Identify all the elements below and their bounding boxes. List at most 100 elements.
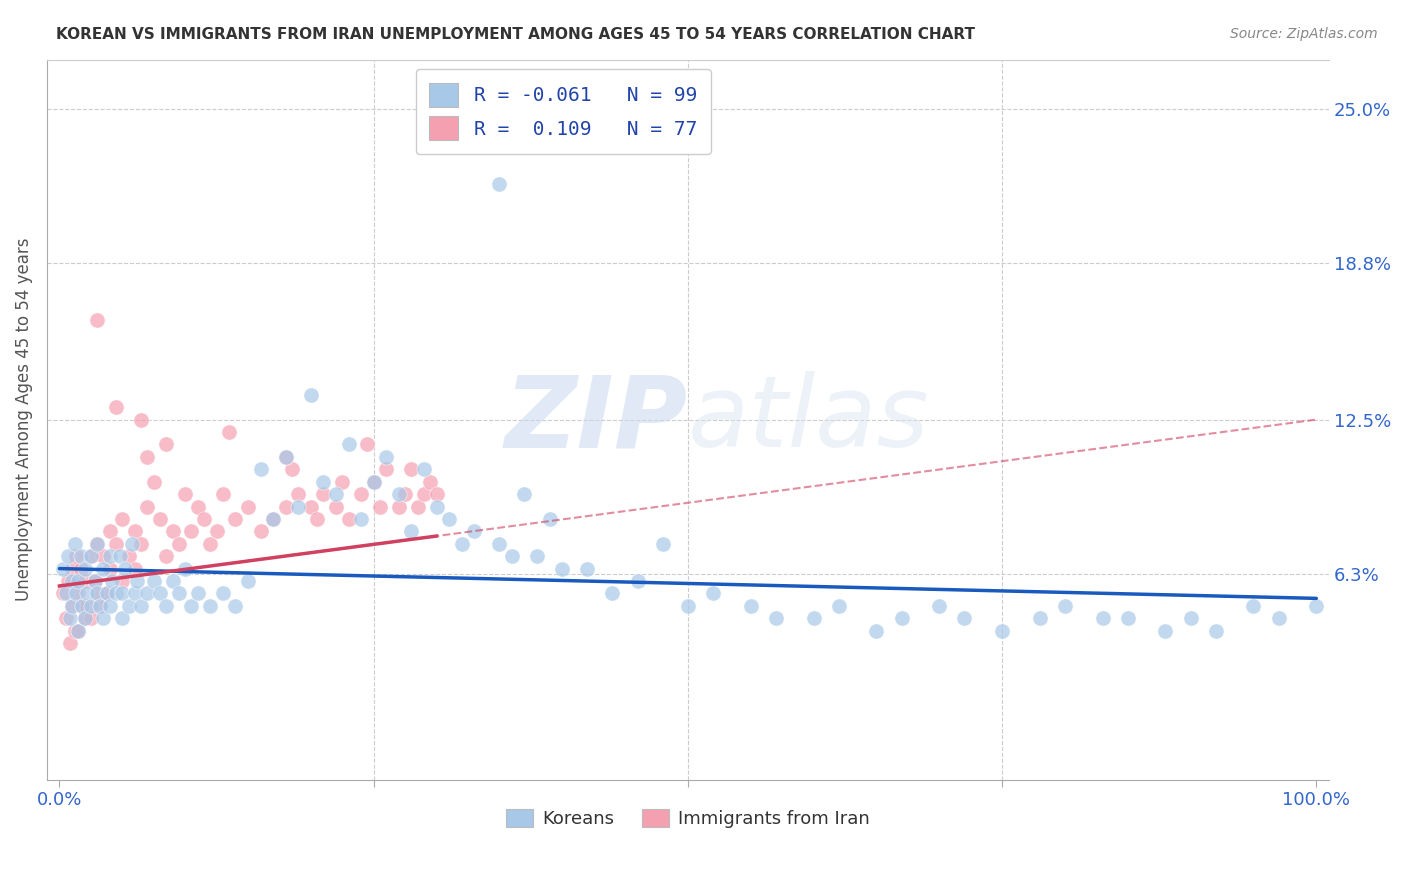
Point: [602, 586, 624, 600]
Point: [526, 549, 548, 563]
Point: [200, 537, 222, 551]
Point: [80, 611, 103, 625]
Point: [111, 586, 134, 600]
Point: [401, 462, 423, 476]
Point: [174, 561, 197, 575]
Point: [765, 611, 787, 625]
Point: [651, 537, 673, 551]
Point: [953, 611, 976, 625]
Point: [80, 549, 103, 563]
Point: [249, 524, 271, 539]
Point: [98, 599, 121, 613]
Point: [488, 537, 510, 551]
Point: [136, 500, 159, 514]
Point: [111, 574, 134, 588]
Point: [368, 500, 391, 514]
Point: [576, 561, 599, 575]
Point: [52, 561, 75, 575]
Point: [337, 512, 360, 526]
Point: [551, 561, 574, 575]
Point: [93, 549, 115, 563]
Text: ZIP: ZIP: [505, 371, 688, 468]
Point: [450, 537, 472, 551]
Point: [1154, 624, 1177, 638]
Point: [211, 586, 233, 600]
Point: [65, 549, 87, 563]
Point: [55, 586, 77, 600]
Point: [174, 487, 197, 501]
Point: [205, 524, 228, 539]
Point: [129, 599, 152, 613]
Point: [98, 549, 121, 563]
Point: [394, 487, 416, 501]
Point: [325, 500, 347, 514]
Point: [513, 487, 536, 501]
Point: [803, 611, 825, 625]
Point: [218, 425, 240, 439]
Point: [96, 586, 118, 600]
Point: [180, 599, 202, 613]
Point: [211, 487, 233, 501]
Point: [136, 586, 159, 600]
Point: [69, 549, 91, 563]
Point: [142, 475, 165, 489]
Point: [375, 462, 398, 476]
Point: [67, 624, 90, 638]
Point: [363, 475, 385, 489]
Point: [249, 462, 271, 476]
Point: [262, 512, 284, 526]
Point: [287, 500, 309, 514]
Point: [538, 512, 561, 526]
Point: [1091, 611, 1114, 625]
Legend: Koreans, Immigrants from Iran: Koreans, Immigrants from Iran: [499, 802, 876, 836]
Point: [187, 500, 209, 514]
Point: [89, 599, 111, 613]
Point: [401, 524, 423, 539]
Point: [111, 611, 134, 625]
Point: [388, 500, 411, 514]
Text: Source: ZipAtlas.com: Source: ZipAtlas.com: [1230, 27, 1378, 41]
Point: [1116, 611, 1139, 625]
Point: [121, 537, 143, 551]
Point: [224, 599, 246, 613]
Point: [928, 599, 950, 613]
Point: [425, 500, 447, 514]
Point: [86, 537, 108, 551]
Point: [155, 549, 177, 563]
Point: [108, 549, 131, 563]
Point: [236, 500, 259, 514]
Point: [86, 586, 108, 600]
Point: [52, 586, 75, 600]
Point: [388, 487, 411, 501]
Point: [167, 537, 190, 551]
Point: [73, 574, 96, 588]
Point: [274, 500, 297, 514]
Point: [117, 599, 139, 613]
Point: [105, 586, 128, 600]
Point: [93, 611, 115, 625]
Point: [224, 512, 246, 526]
Point: [149, 586, 172, 600]
Point: [155, 599, 177, 613]
Point: [828, 599, 851, 613]
Point: [1053, 599, 1076, 613]
Point: [124, 524, 146, 539]
Point: [129, 537, 152, 551]
Point: [437, 512, 460, 526]
Point: [676, 599, 699, 613]
Point: [73, 611, 96, 625]
Point: [60, 599, 83, 613]
Point: [124, 586, 146, 600]
Point: [70, 599, 93, 613]
Point: [626, 574, 648, 588]
Point: [193, 512, 215, 526]
Point: [65, 586, 87, 600]
Point: [312, 487, 335, 501]
Point: [58, 549, 80, 563]
Point: [740, 599, 762, 613]
Point: [60, 574, 83, 588]
Point: [325, 487, 347, 501]
Y-axis label: Unemployment Among Ages 45 to 54 years: Unemployment Among Ages 45 to 54 years: [15, 238, 32, 601]
Point: [299, 500, 322, 514]
Point: [890, 611, 912, 625]
